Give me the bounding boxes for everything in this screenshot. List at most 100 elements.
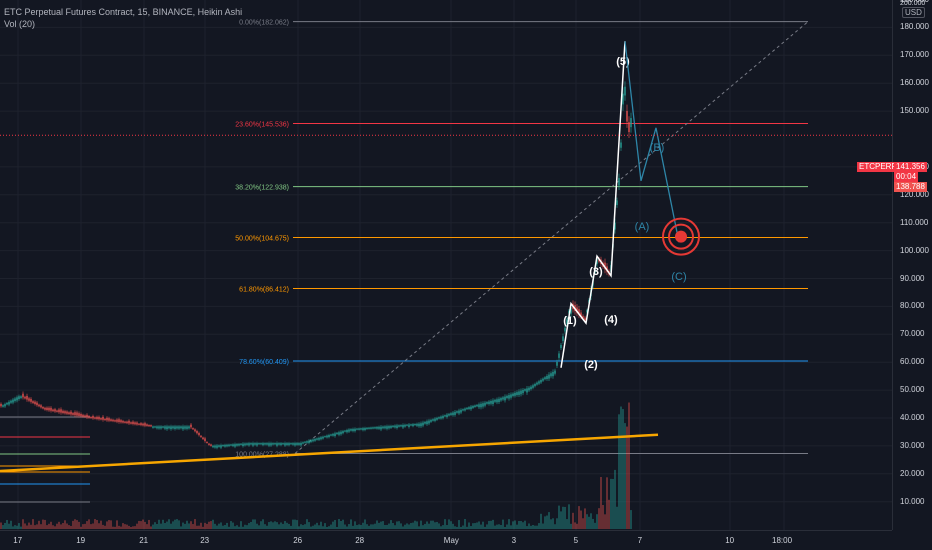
candle-body bbox=[546, 375, 548, 379]
price-tick-label: 110.000 bbox=[900, 217, 929, 227]
volume-bar bbox=[328, 526, 330, 529]
candle-body bbox=[206, 441, 208, 443]
volume-bar bbox=[280, 522, 282, 529]
volume-bar bbox=[168, 519, 170, 529]
candle-body bbox=[482, 403, 484, 407]
candle-body bbox=[410, 424, 412, 426]
candle-body bbox=[558, 353, 560, 358]
volume-bar bbox=[70, 525, 72, 529]
volume-bar bbox=[406, 523, 408, 529]
candle-body bbox=[414, 423, 416, 426]
candle-body bbox=[614, 222, 616, 230]
candle-body bbox=[168, 426, 170, 429]
volume-bar bbox=[596, 514, 598, 529]
candle-body bbox=[176, 426, 178, 429]
candle-body bbox=[242, 443, 244, 447]
secondary-price-tag: 138.788 bbox=[894, 182, 927, 192]
candle-body bbox=[278, 443, 280, 445]
candle-body bbox=[386, 426, 388, 429]
candle-body bbox=[382, 426, 384, 429]
volume-bar bbox=[56, 523, 58, 529]
volume-bar bbox=[42, 519, 44, 529]
candle-body bbox=[198, 432, 200, 436]
volume-bar bbox=[498, 524, 500, 529]
time-tick-label: 17 bbox=[13, 536, 23, 545]
volume-bar bbox=[486, 524, 488, 529]
price-chart[interactable]: 0.00%(182.062) 23.60%(145.536) 38.20%(122.… bbox=[0, 0, 892, 530]
candle-body bbox=[442, 415, 444, 419]
volume-bar bbox=[508, 519, 510, 529]
volume-bar bbox=[22, 519, 24, 529]
volume-bar bbox=[570, 523, 572, 529]
candle-body bbox=[366, 427, 368, 430]
candle-body bbox=[208, 443, 210, 445]
candle-body bbox=[120, 420, 122, 423]
candle-body bbox=[530, 386, 532, 390]
candle-body bbox=[494, 399, 496, 402]
candle-body bbox=[272, 443, 274, 445]
candle-body bbox=[22, 393, 24, 398]
candle-body bbox=[576, 307, 578, 313]
candle-body bbox=[58, 409, 60, 413]
volume-bar bbox=[154, 522, 156, 529]
volume-bar bbox=[272, 522, 274, 529]
volume-bar bbox=[458, 520, 460, 529]
candle-body bbox=[630, 118, 632, 128]
volume-bar bbox=[174, 519, 176, 529]
candle-body bbox=[300, 442, 302, 446]
candle-body bbox=[66, 411, 68, 414]
candle-body bbox=[130, 422, 132, 424]
candle-body bbox=[164, 426, 166, 429]
candle-body bbox=[318, 437, 320, 440]
volume-bar bbox=[142, 519, 144, 529]
candle-body bbox=[254, 443, 256, 445]
volume-bar bbox=[588, 516, 590, 529]
volume-bar bbox=[254, 519, 256, 529]
volume-bar bbox=[156, 523, 158, 529]
candle-body bbox=[202, 437, 204, 440]
time-axis[interactable] bbox=[0, 530, 892, 550]
volume-bar bbox=[410, 523, 412, 529]
volume-bar bbox=[584, 508, 586, 529]
volume-bar bbox=[526, 526, 528, 529]
candle-body bbox=[580, 312, 582, 317]
volume-bar bbox=[240, 521, 242, 529]
currency-badge[interactable]: USD bbox=[902, 7, 925, 18]
volume-bar bbox=[366, 524, 368, 529]
candle-body bbox=[174, 426, 176, 429]
volume-bar bbox=[628, 402, 630, 529]
price-axis[interactable] bbox=[892, 0, 932, 530]
volume-bar bbox=[38, 520, 40, 529]
volume-bar bbox=[376, 520, 378, 529]
volume-bar bbox=[314, 524, 316, 529]
candle-body bbox=[422, 422, 424, 426]
volume-bar bbox=[68, 525, 70, 529]
volume-bar bbox=[340, 520, 342, 529]
candle-body bbox=[374, 427, 376, 429]
volume-bar bbox=[248, 523, 250, 529]
volume-bar bbox=[46, 525, 48, 529]
volume-bar bbox=[264, 524, 266, 529]
volume-bar bbox=[362, 522, 364, 529]
volume-bar bbox=[338, 519, 340, 529]
volume-bar bbox=[252, 519, 254, 529]
volume-bar bbox=[6, 519, 8, 529]
volume-bar bbox=[296, 520, 298, 529]
candle-body bbox=[316, 438, 318, 440]
volume-bar bbox=[148, 519, 150, 529]
volume-bar bbox=[426, 521, 428, 529]
volume-bar bbox=[286, 522, 288, 529]
candle-body bbox=[400, 425, 402, 427]
volume-bar bbox=[92, 523, 94, 529]
candle-body bbox=[170, 426, 172, 430]
volume-bar bbox=[394, 525, 396, 529]
candle-body bbox=[48, 407, 50, 411]
volume-bar bbox=[534, 525, 536, 529]
volume-bar bbox=[592, 518, 594, 529]
volume-bar bbox=[322, 526, 324, 529]
volume-bar bbox=[8, 523, 10, 529]
candle-body bbox=[192, 428, 194, 430]
candle-body bbox=[428, 420, 430, 424]
volume-bar bbox=[624, 423, 626, 529]
